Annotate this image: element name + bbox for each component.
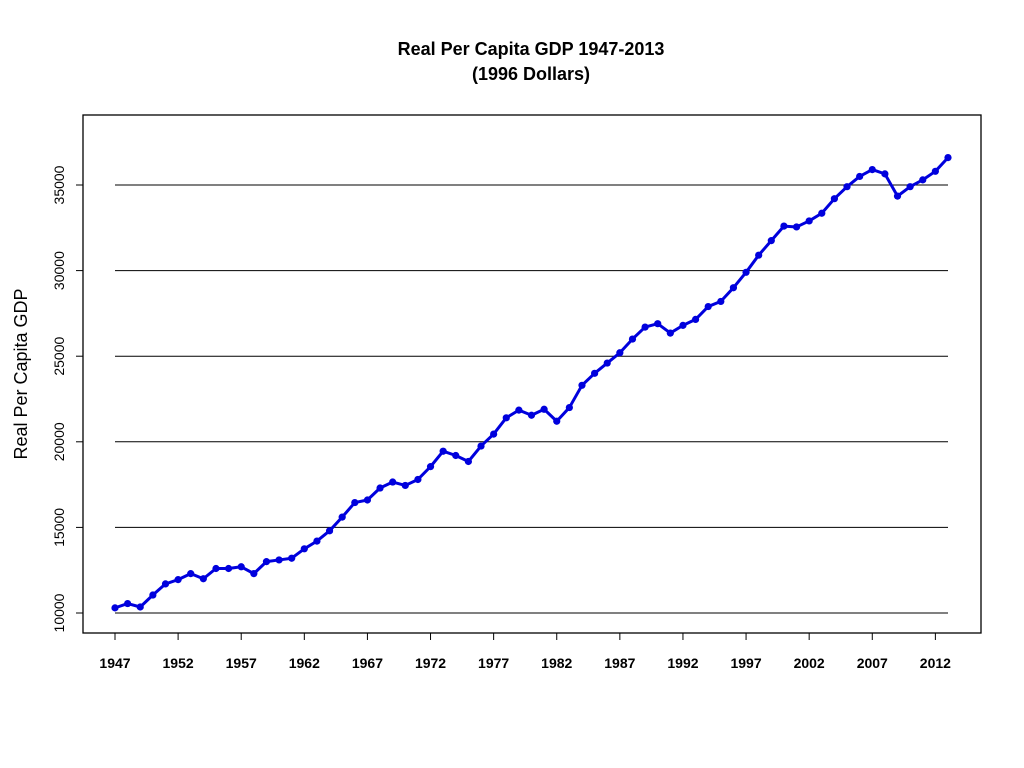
data-point-1949 (136, 603, 144, 611)
data-point-1997 (742, 268, 750, 276)
x-tick-label-1982: 1982 (541, 655, 572, 671)
data-point-1987 (616, 349, 624, 357)
data-point-1980 (527, 411, 536, 419)
data-point-1967 (363, 496, 372, 504)
data-point-1958 (250, 570, 258, 578)
chart-title: Real Per Capita GDP 1947-2013 (397, 39, 665, 59)
x-tick-label-1957: 1957 (226, 655, 257, 671)
data-point-2005 (843, 183, 851, 191)
data-point-1961 (288, 554, 296, 562)
data-point-2000 (780, 222, 788, 230)
data-point-2008 (881, 170, 889, 178)
x-tick-label-1987: 1987 (604, 655, 635, 671)
data-point-2003 (818, 209, 826, 217)
data-point-2004 (830, 195, 839, 203)
data-point-1957 (237, 563, 245, 571)
x-tick-label-1952: 1952 (163, 655, 194, 671)
data-point-1982 (553, 417, 561, 425)
data-point-1974 (452, 451, 460, 460)
data-point-1977 (490, 430, 498, 438)
data-point-2011 (919, 176, 927, 184)
x-tick-label-2002: 2002 (794, 655, 825, 671)
x-tick-label-1967: 1967 (352, 655, 383, 671)
data-point-1951 (161, 580, 170, 588)
data-point-1960 (275, 556, 283, 564)
data-point-1998 (755, 251, 763, 259)
data-point-1972 (426, 463, 435, 471)
data-point-2010 (906, 183, 914, 191)
y-tick-label-35000: 35000 (51, 165, 67, 204)
y-tick-label-15000: 15000 (51, 508, 67, 547)
data-point-1986 (603, 359, 611, 367)
data-point-1994 (704, 302, 712, 311)
data-point-1993 (691, 315, 700, 323)
y-tick-label-10000: 10000 (51, 593, 67, 632)
data-point-1989 (641, 323, 649, 331)
data-point-2007 (868, 165, 876, 174)
x-tick-label-2007: 2007 (857, 655, 888, 671)
data-point-1959 (262, 558, 271, 566)
x-tick-label-1992: 1992 (667, 655, 698, 671)
data-point-1992 (679, 321, 687, 329)
x-tick-label-1962: 1962 (289, 655, 320, 671)
data-point-2009 (893, 192, 902, 200)
data-point-1991 (666, 329, 674, 337)
data-point-1979 (515, 406, 523, 414)
data-point-1975 (464, 457, 472, 466)
plot-frame (82, 114, 982, 634)
x-tick-label-1997: 1997 (730, 655, 761, 671)
data-point-1995 (717, 297, 725, 306)
data-point-1990 (654, 320, 662, 328)
data-point-1981 (540, 405, 548, 413)
data-point-1969 (389, 478, 397, 486)
data-point-2001 (792, 223, 801, 231)
data-point-1999 (767, 237, 775, 245)
data-point-1964 (325, 527, 334, 535)
x-tick-label-1972: 1972 (415, 655, 446, 671)
data-point-1968 (376, 484, 384, 492)
data-point-1984 (578, 381, 586, 389)
x-tick-label-1977: 1977 (478, 655, 509, 671)
data-point-1971 (414, 475, 422, 484)
y-tick-label-20000: 20000 (51, 422, 67, 461)
data-point-1978 (502, 414, 510, 422)
data-point-1965 (338, 513, 346, 521)
data-point-1956 (224, 564, 233, 573)
data-point-1948 (124, 599, 132, 608)
y-axis-label: Real Per Capita GDP (11, 288, 31, 459)
data-point-1962 (300, 545, 308, 553)
y-tick-label-25000: 25000 (51, 337, 67, 376)
data-point-1952 (174, 576, 182, 584)
x-tick-label-2012: 2012 (920, 655, 951, 671)
data-point-2002 (805, 217, 813, 225)
data-point-1953 (187, 570, 195, 578)
data-point-1976 (477, 442, 485, 450)
data-point-1983 (565, 403, 573, 412)
data-point-1955 (212, 564, 220, 573)
data-point-2012 (931, 167, 939, 175)
data-point-1954 (199, 575, 207, 583)
gdp-series-line (114, 156, 950, 610)
data-point-1988 (628, 335, 637, 343)
data-point-1950 (149, 591, 157, 599)
data-point-1973 (439, 447, 447, 455)
data-point-2013 (944, 154, 952, 162)
data-point-2006 (856, 172, 864, 181)
y-tick-label-30000: 30000 (51, 251, 67, 290)
data-point-1966 (351, 498, 359, 507)
data-point-1970 (401, 481, 409, 490)
data-point-1985 (591, 369, 599, 377)
data-point-1996 (729, 284, 738, 292)
x-tick-label-1947: 1947 (99, 655, 130, 671)
chart-subtitle: (1996 Dollars) (471, 64, 591, 84)
data-point-1947 (111, 604, 119, 612)
data-point-1963 (313, 537, 321, 545)
